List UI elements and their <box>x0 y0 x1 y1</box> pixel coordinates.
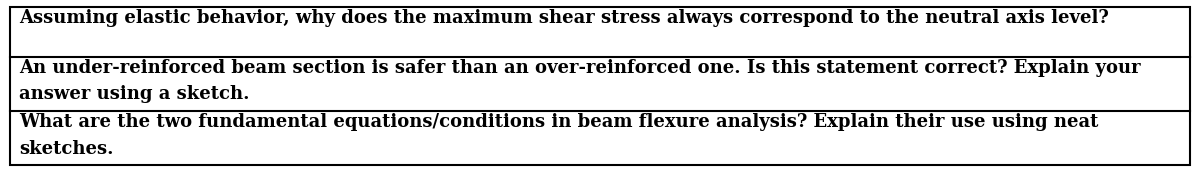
Text: sketches.: sketches. <box>19 140 114 158</box>
Text: An under-reinforced beam section is safer than an over-reinforced one. Is this s: An under-reinforced beam section is safe… <box>19 59 1141 77</box>
Text: answer using a sketch.: answer using a sketch. <box>19 85 250 103</box>
Text: Assuming elastic behavior, why does the maximum shear stress always correspond t: Assuming elastic behavior, why does the … <box>19 9 1109 27</box>
Text: What are the two fundamental equations/conditions in beam flexure analysis? Expl: What are the two fundamental equations/c… <box>19 114 1098 131</box>
